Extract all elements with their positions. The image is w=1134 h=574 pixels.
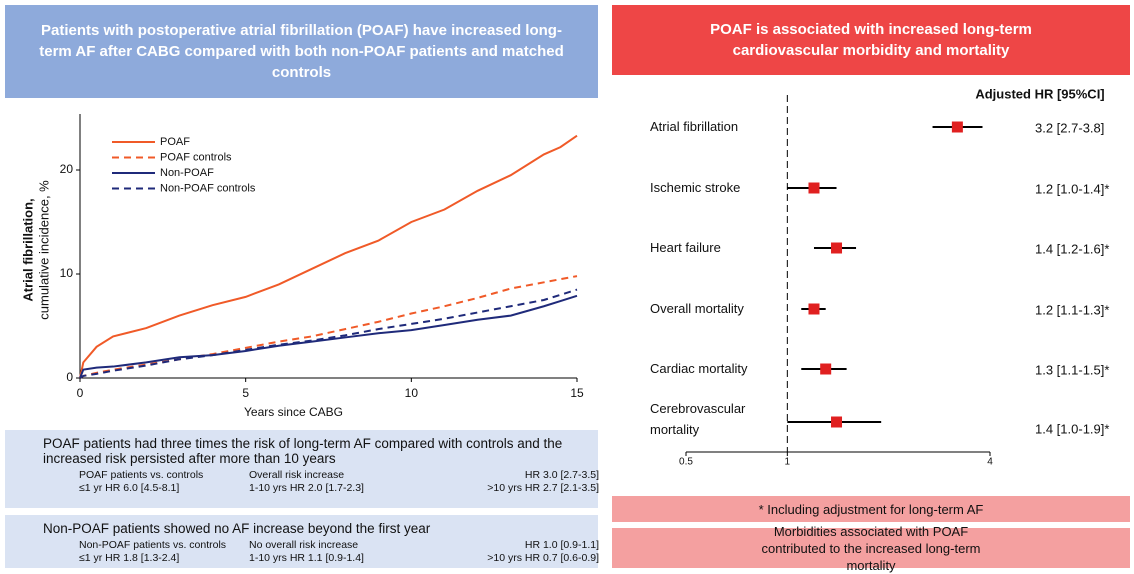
y-axis-label: Atrial fibrillation, [20,198,35,301]
x-tick-label: 5 [242,386,249,400]
box-cell: Overall risk increase [249,469,345,481]
box-cell: 1-10 yrs HR 1.1 [0.9-1.4] [249,552,364,564]
left-header: Patients with postoperative atrial fibri… [5,5,598,98]
y-tick-label: 10 [60,266,74,280]
row-label: Heart failure [650,240,721,255]
hr-marker [808,182,820,194]
box-cell: HR 3.0 [2.7-3.5] [524,469,599,481]
box-cell: >10 yrs HR 0.7 [0.6-0.9] [487,552,599,564]
x-tick-label: 1 [785,457,791,468]
hr-marker [951,121,963,133]
info-box: Non-POAF patients showed no AF increase … [5,515,599,568]
hr-marker [808,303,820,315]
legend-label: POAF controls [160,151,232,163]
y-axis-label: cumulative incidence, % [36,180,51,320]
x-tick-label: 10 [405,386,419,400]
box-cell: No overall risk increase [249,539,359,551]
x-tick-label: 0.5 [679,457,693,468]
value-label: 1.4 [1.2-1.6]* [1035,241,1109,256]
line-series [79,275,578,379]
x-tick-label: 0 [77,386,84,400]
box-text: POAF patients had three times the risk o… [43,436,563,466]
box-cell: ≤1 yr HR 6.0 [4.5-8.1] [79,482,180,494]
box-cell: Non-POAF patients vs. controls [79,539,227,551]
legend-label: Non-POAF [160,167,214,179]
line-series [79,134,578,379]
hr-marker [831,416,843,428]
box-cell: >10 yrs HR 2.7 [2.1-3.5] [487,482,599,494]
row-label: Ischemic stroke [650,180,741,195]
x-tick-label: 15 [570,386,584,400]
y-tick-label: 20 [60,162,74,176]
value-label: 1.4 [1.0-1.9]* [1035,421,1109,436]
info-box: POAF patients had three times the risk o… [5,430,599,508]
box-cell: HR 1.0 [0.9-1.1] [524,539,599,551]
right-header: POAF is associated with increased long-t… [612,5,1130,75]
hr-marker [820,363,832,375]
row-label: Overall mortality [650,301,744,316]
box-cell: ≤1 yr HR 1.8 [1.3-2.4] [79,552,180,564]
row-label: Cardiac mortality [650,361,748,376]
row-label: Cerebrovascular mortality [650,401,746,437]
legend-label: Non-POAF controls [160,182,256,194]
box-text: Non-POAF patients showed no AF increase … [43,521,431,536]
line-series [79,294,578,379]
value-label: 3.2 [2.7-3.8] [1035,120,1104,135]
x-tick-label: 4 [987,457,993,468]
box-cell: POAF patients vs. controls [79,469,204,481]
row-label: Atrial fibrillation [650,119,739,134]
hr-marker [831,242,843,254]
line-series [79,288,578,379]
footnote: * Including adjustment for long-term AF [612,496,1130,522]
value-label: 1.2 [1.1-1.3]* [1035,302,1109,317]
value-label: 1.3 [1.1-1.5]* [1035,362,1109,377]
value-label: 1.2 [1.0-1.4]* [1035,181,1109,196]
y-tick-label: 0 [66,370,73,384]
box-cell: 1-10 yrs HR 2.0 [1.7-2.3] [249,482,364,494]
column-title: Adjusted HR [95%CI] [975,86,1104,101]
conclusion: Morbidities associated with POAF contrib… [612,524,1130,573]
legend-label: POAF [160,136,190,148]
x-axis-label: Years since CABG [244,405,343,419]
